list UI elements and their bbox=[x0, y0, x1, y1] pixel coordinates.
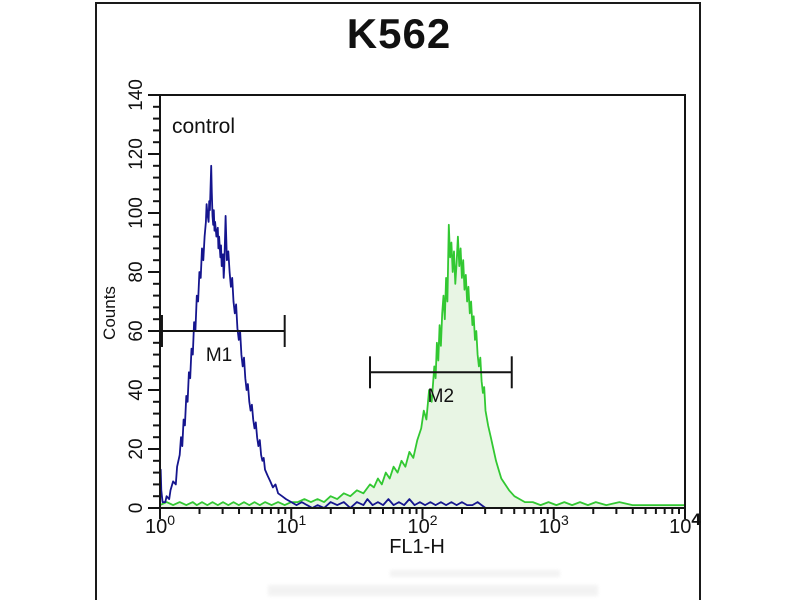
y-tick-label: 0 bbox=[126, 502, 147, 514]
y-tick-label: 120 bbox=[126, 138, 147, 170]
x-tick-label: 100 bbox=[144, 512, 176, 538]
y-tick-label: 40 bbox=[126, 379, 147, 401]
m2-gate-label: M2 bbox=[427, 386, 455, 408]
cropped-watermark-text bbox=[390, 570, 560, 577]
outer-border-frame bbox=[95, 2, 701, 600]
x-tick-label: 104 bbox=[669, 510, 701, 538]
y-tick-label: 100 bbox=[126, 197, 147, 229]
x-tick-label: 102 bbox=[407, 512, 438, 538]
chart-title: K562 bbox=[346, 10, 452, 57]
y-tick-label: 140 bbox=[126, 79, 147, 111]
control-annotation: control bbox=[172, 115, 236, 138]
y-tick-label: 80 bbox=[126, 261, 147, 283]
x-axis-title: FL1-H bbox=[389, 536, 445, 558]
m1-gate-label: M1 bbox=[205, 345, 233, 366]
y-axis-title: Counts bbox=[100, 286, 119, 340]
cropped-watermark-text bbox=[268, 585, 598, 596]
y-tick-label: 60 bbox=[126, 320, 147, 342]
x-tick-label: 101 bbox=[276, 512, 307, 538]
y-tick-label: 20 bbox=[126, 438, 147, 460]
x-tick-label: 103 bbox=[538, 512, 569, 538]
